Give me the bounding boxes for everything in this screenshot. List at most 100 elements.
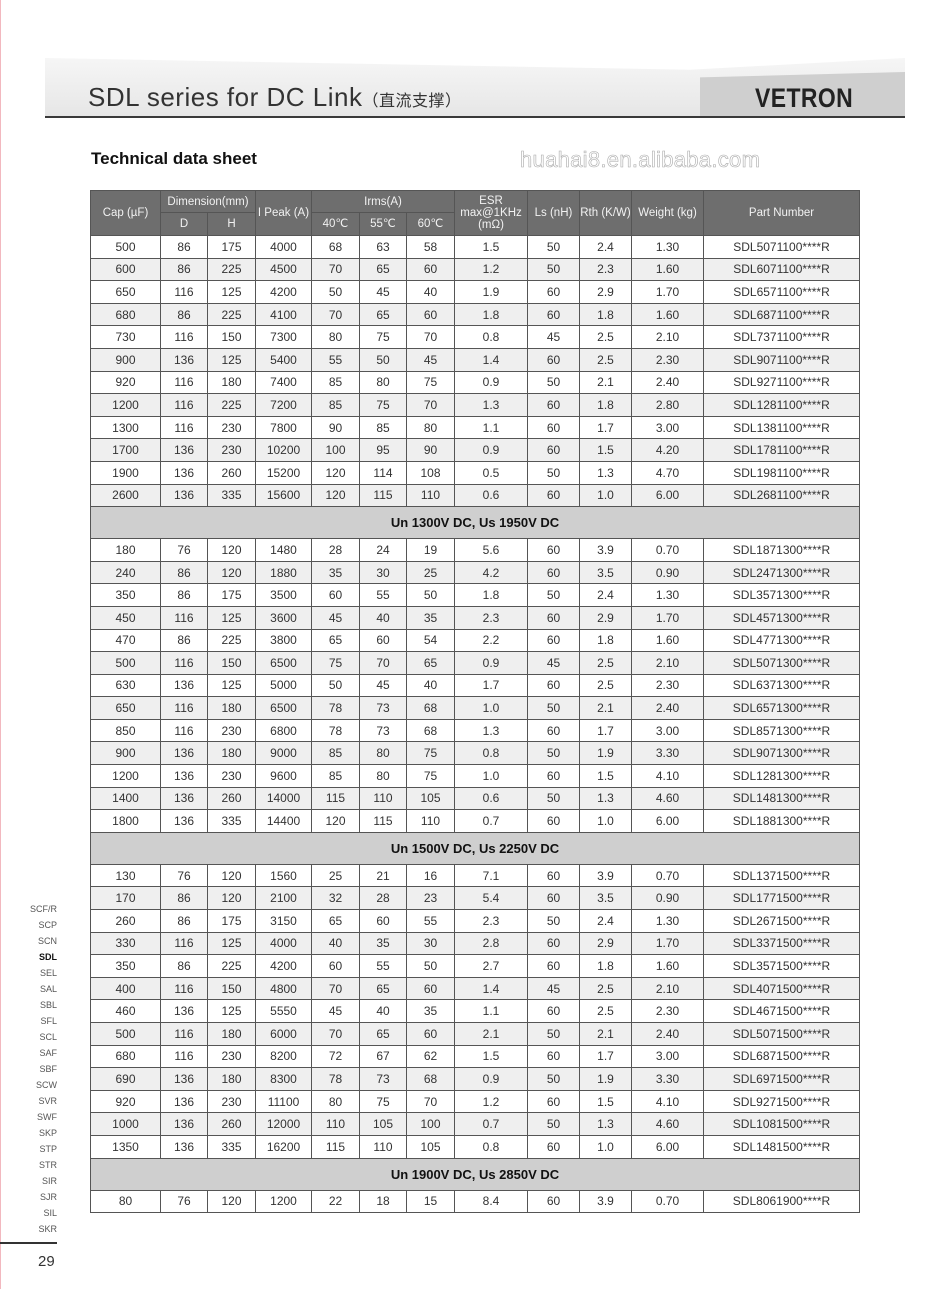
table-cell: 60 <box>527 764 580 788</box>
table-cell: 50 <box>527 786 580 811</box>
table-cell: 60 <box>406 257 455 282</box>
table-cell: 2.4 <box>579 583 632 607</box>
table-cell: 50 <box>406 583 455 607</box>
table-cell: 86 <box>160 583 208 607</box>
table-cell: 0.90 <box>631 886 704 911</box>
table-cell: 4.10 <box>631 1089 704 1114</box>
table-cell: 9000 <box>255 741 312 766</box>
table-cell: 35 <box>311 560 360 585</box>
series-nav-item[interactable]: SEL <box>39 968 57 978</box>
table-cell: SDL8061900****R <box>703 1189 860 1214</box>
table-cell: 1560 <box>255 863 312 888</box>
table-cell: 55 <box>406 909 455 933</box>
table-cell: 1.5 <box>454 1044 528 1069</box>
series-nav-item[interactable]: SCP <box>38 920 57 930</box>
table-cell: 2.1 <box>454 1022 528 1046</box>
table-cell: 9600 <box>255 764 312 788</box>
series-nav-item[interactable]: SDL <box>39 952 57 962</box>
table-cell: 6500 <box>255 696 312 720</box>
table-cell: 2.8 <box>454 931 528 956</box>
table-cell: 650 <box>90 696 161 720</box>
table-cell: 85 <box>359 415 407 440</box>
series-nav-item[interactable]: SKP <box>38 1128 57 1138</box>
table-cell: 75 <box>359 393 407 417</box>
header-irms: Irms(A) <box>311 190 455 213</box>
series-nav-item[interactable]: SBL <box>39 1000 57 1010</box>
section-title: Un 1500V DC, Us 2250V DC <box>90 831 860 865</box>
table-cell: 130 <box>90 863 161 888</box>
table-cell: 86 <box>160 235 208 259</box>
table-cell: 80 <box>311 1089 360 1114</box>
table-cell: 7.1 <box>454 863 528 888</box>
series-nav-item[interactable]: SIL <box>43 1208 57 1218</box>
series-nav-item[interactable]: SCF/R <box>30 904 57 914</box>
table-cell: 180 <box>207 696 256 720</box>
table-cell: 62 <box>406 1044 455 1069</box>
series-nav-item[interactable]: SIR <box>41 1176 57 1186</box>
series-nav-item[interactable]: SJR <box>39 1192 57 1202</box>
table-cell: 2100 <box>255 886 312 911</box>
table-cell: 60 <box>527 931 580 956</box>
table-cell: 10200 <box>255 438 312 462</box>
series-nav-item[interactable]: SVR <box>38 1096 57 1106</box>
table-cell: 650 <box>90 280 161 304</box>
table-cell: 230 <box>207 718 256 743</box>
table-cell: 1350 <box>90 1134 161 1159</box>
table-cell: 2.5 <box>579 651 632 675</box>
table-cell: 3.9 <box>579 1189 632 1214</box>
table-cell: SDL6871500****R <box>703 1044 860 1069</box>
table-cell: 50 <box>311 280 360 304</box>
series-nav-item[interactable]: SFL <box>40 1016 57 1026</box>
table-row: 920 116 180 7400 85 80 75 0.9 50 2.1 2.40 SDL927110… <box>90 370 860 395</box>
table-row: 1900 136 260 15200 120 114 108 0.5 50 1.3 4.70 SDL1… <box>90 460 860 485</box>
table-cell: 95 <box>359 438 407 462</box>
table-cell: 1.5 <box>579 438 632 462</box>
table-cell: 90 <box>311 415 360 440</box>
series-nav-item[interactable]: STP <box>39 1144 57 1154</box>
table-cell: 85 <box>311 741 360 766</box>
table-cell: SDL4771300****R <box>703 628 860 653</box>
table-cell: SDL6571300****R <box>703 696 860 720</box>
table-cell: 1.8 <box>579 393 632 417</box>
table-row: 1200 136 230 9600 85 80 75 1.0 60 1.5 4.10 SDL12813… <box>90 764 860 788</box>
series-nav-item[interactable]: SBF <box>39 1064 57 1074</box>
header-weight: Weight (kg) <box>631 190 704 236</box>
table-cell: 116 <box>160 280 208 304</box>
table-cell: 75 <box>406 741 455 766</box>
header-ls: Ls (nH) <box>527 190 580 236</box>
series-nav-item[interactable]: SKR <box>38 1224 57 1234</box>
table-cell: SDL1281300****R <box>703 764 860 788</box>
table-row: 240 86 120 1880 35 30 25 4.2 60 3.5 0.90 SDL2471300… <box>90 560 860 585</box>
table-cell: 116 <box>160 696 208 720</box>
table-cell: 115 <box>311 786 360 811</box>
series-nav-item[interactable]: SAF <box>39 1048 57 1058</box>
table-cell: 63 <box>359 235 407 259</box>
table-cell: 78 <box>311 696 360 720</box>
table-cell: 2.40 <box>631 696 704 720</box>
table-cell: 50 <box>527 257 580 282</box>
series-nav-item[interactable]: SCL <box>39 1032 57 1042</box>
series-nav-item[interactable]: SCW <box>36 1080 57 1090</box>
table-row: 500 86 175 4000 68 63 58 1.5 50 2.4 1.30 SDL5071100… <box>90 235 860 259</box>
watermark: huahai8.en.alibaba.com <box>520 147 761 173</box>
table-cell: 1.3 <box>454 718 528 743</box>
table-cell: 45 <box>406 347 455 372</box>
series-nav-item[interactable]: STR <box>39 1160 57 1170</box>
table-cell: 80 <box>311 325 360 349</box>
table-cell: SDL8571300****R <box>703 718 860 743</box>
table-cell: 136 <box>160 347 208 372</box>
table-cell: 6.00 <box>631 1134 704 1159</box>
table-cell: 7800 <box>255 415 312 440</box>
table-cell: 3.30 <box>631 741 704 766</box>
table-cell: 8.4 <box>454 1189 528 1214</box>
table-cell: 15600 <box>255 483 312 508</box>
series-nav-item[interactable]: SCN <box>37 936 57 946</box>
table-cell: 730 <box>90 325 161 349</box>
table-row: 2600 136 335 15600 120 115 110 0.6 60 1.0 6.00 SDL2… <box>90 483 860 508</box>
table-cell: 260 <box>207 786 256 811</box>
series-nav-item[interactable]: SWF <box>37 1112 57 1122</box>
series-nav-item[interactable]: SAL <box>39 984 57 994</box>
table-cell: 116 <box>160 976 208 1001</box>
table-cell: 28 <box>311 538 360 562</box>
table-cell: 1.1 <box>454 999 528 1023</box>
